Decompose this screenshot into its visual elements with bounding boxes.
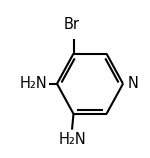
Text: H₂N: H₂N — [58, 132, 86, 147]
Text: H₂N: H₂N — [20, 76, 47, 91]
Text: Br: Br — [64, 17, 80, 31]
Text: N: N — [128, 76, 138, 91]
